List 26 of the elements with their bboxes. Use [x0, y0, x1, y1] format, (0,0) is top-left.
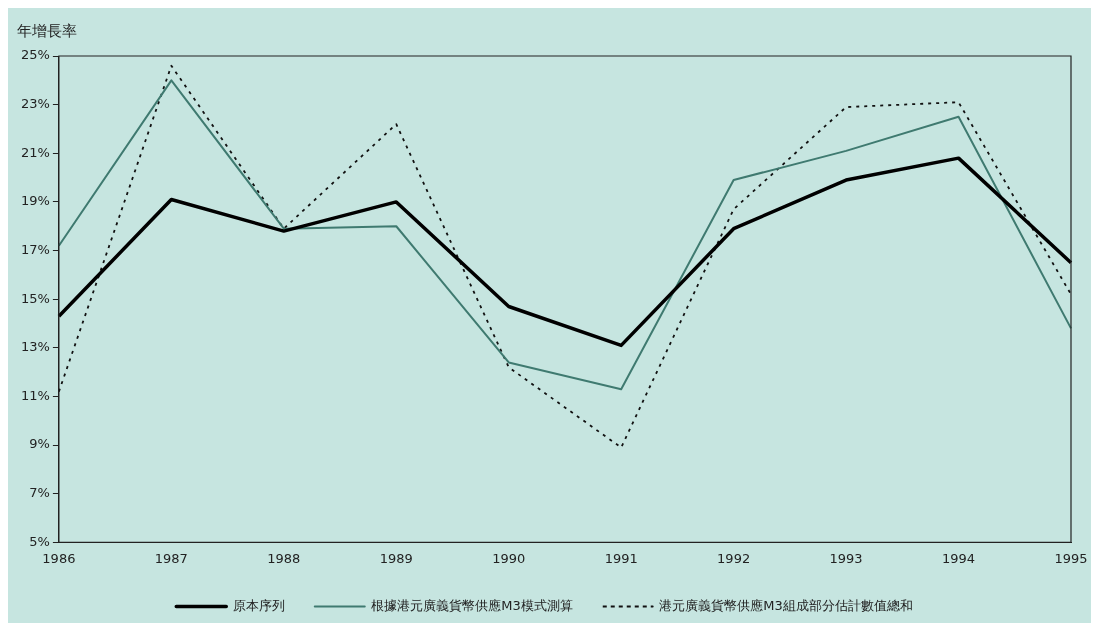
- y-tick-label: 17%: [20, 241, 50, 257]
- x-tick-label: 1986: [42, 550, 76, 566]
- y-tick-label: 19%: [20, 193, 50, 209]
- x-tick-label: 1991: [604, 550, 638, 566]
- legend-label: 港元廣義貨幣供應M3組成部分估計數值總和: [659, 597, 913, 613]
- x-tick-label: 1988: [267, 550, 301, 566]
- y-tick-label: 15%: [20, 290, 50, 306]
- x-tick-label: 1990: [492, 550, 526, 566]
- y-tick-label: 21%: [20, 144, 50, 160]
- y-tick-label: 5%: [29, 533, 50, 549]
- line-series: [58, 64, 1072, 449]
- y-tick-label: 7%: [29, 485, 50, 501]
- y-tick-label: 23%: [20, 96, 50, 112]
- y-tick-label: 13%: [20, 339, 50, 355]
- y-tick-label: 25%: [20, 47, 50, 63]
- legend-label: 原本序列: [232, 597, 285, 613]
- x-tick-label: 1992: [717, 550, 751, 566]
- x-tick-label: 1989: [379, 550, 413, 566]
- x-tick-label: 1993: [829, 550, 863, 566]
- x-tick-label: 1994: [942, 550, 976, 566]
- legend-label: 根據港元廣義貨幣供應M3模式測算: [371, 597, 573, 613]
- x-tick-label: 1995: [1054, 550, 1088, 566]
- y-axis-title: 年增長率: [16, 22, 77, 41]
- y-tick-label: 9%: [29, 436, 50, 452]
- y-tick-label: 11%: [20, 387, 50, 403]
- x-tick-label: 1987: [154, 550, 188, 566]
